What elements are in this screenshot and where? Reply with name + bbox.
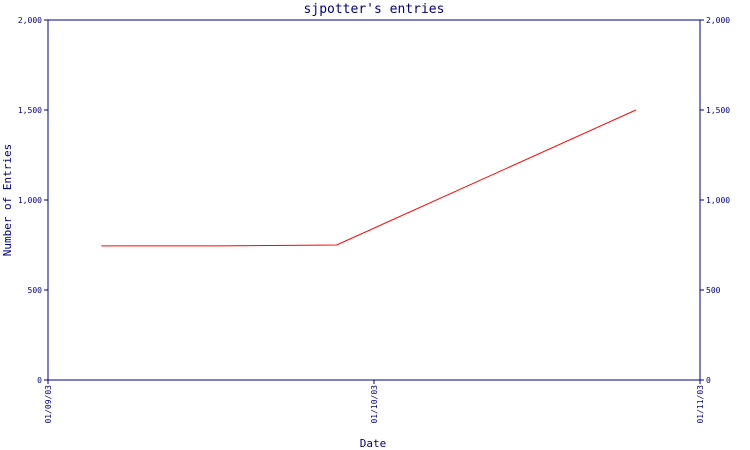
y-tick-label-right: 500: [706, 286, 721, 295]
y-tick-label-right: 0: [706, 376, 711, 385]
y-tick-label-left: 0: [37, 376, 42, 385]
chart-title: sjpotter's entries: [304, 2, 445, 17]
y-tick-label-right: 1,000: [706, 196, 730, 205]
x-axis: 01/09/03 01/10/03 01/11/03: [44, 380, 705, 424]
y-tick-label-right: 1,500: [706, 106, 730, 115]
series-line: [101, 109, 637, 247]
x-tick-label: 01/10/03: [370, 385, 379, 424]
series-group: [101, 109, 637, 247]
y-tick-label-left: 500: [28, 286, 43, 295]
plot-frame: [47, 19, 701, 381]
y-axis-label: Number of Entries: [1, 144, 14, 257]
x-axis-label: Date: [360, 437, 387, 450]
y-tick-label-left: 1,000: [18, 196, 42, 205]
y-axis-right: 0 500 1,000 1,500 2,000: [700, 16, 730, 385]
x-tick-label: 01/09/03: [44, 385, 53, 424]
x-tick-label: 01/11/03: [696, 385, 705, 424]
y-tick-label-right: 2,000: [706, 16, 730, 25]
y-axis-left: 0 500 1,000 1,500 2,000: [18, 16, 48, 385]
y-tick-label-left: 1,500: [18, 106, 42, 115]
y-tick-label-left: 2,000: [18, 16, 42, 25]
